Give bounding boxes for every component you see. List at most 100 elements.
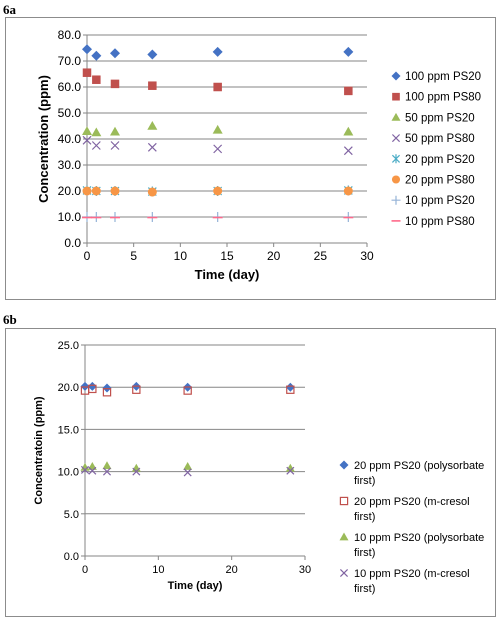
chart-6b-point bbox=[102, 461, 112, 470]
chart-6a-point bbox=[91, 127, 102, 137]
chart-6b-legend-marker bbox=[339, 460, 349, 470]
chart-6a-point bbox=[343, 126, 354, 136]
chart-6b-y-tick-label: 0.0 bbox=[64, 551, 79, 563]
chart-6a-point bbox=[343, 146, 353, 156]
chart-6a-point bbox=[343, 186, 353, 196]
chart-6a-x-tick-label: 10 bbox=[174, 249, 188, 263]
chart-6b-series-1 bbox=[80, 381, 295, 393]
chart-6b-x-tick-label: 10 bbox=[152, 564, 164, 576]
chart-6b-point bbox=[88, 466, 97, 475]
chart-6b-point bbox=[80, 465, 90, 474]
chart-6b-point bbox=[87, 462, 97, 470]
chart-6b-point bbox=[88, 384, 97, 394]
chart-6a-legend-marker bbox=[391, 195, 401, 205]
chart-6a-legend-marker bbox=[391, 175, 401, 184]
chart-6b: 0.0 5.0 10.0 15.0 20.0 25.0 0 10 20 30 Time (day) C… bbox=[33, 340, 484, 595]
chart-6b-point bbox=[285, 463, 295, 472]
chart-6a-legend-marker bbox=[391, 134, 401, 143]
chart-6a-x-tick-label: 0 bbox=[84, 249, 91, 263]
panel-label-6a: 6a bbox=[3, 2, 16, 17]
chart-6a-x-tick-label: 5 bbox=[130, 249, 137, 263]
chart-6b-point bbox=[183, 468, 192, 477]
chart-6a-point bbox=[213, 186, 223, 196]
chart-6a-x-axis-title: Time (day) bbox=[195, 267, 260, 282]
chart-6a-legend-label: 20 ppm PS20 bbox=[405, 154, 475, 166]
chart-6a-y-tick-label: 80.0 bbox=[58, 28, 82, 42]
chart-6a-point bbox=[147, 187, 157, 197]
chart-6a-point bbox=[91, 186, 101, 196]
chart-6a-point bbox=[213, 82, 222, 92]
chart-6b-series-3 bbox=[80, 461, 295, 472]
chart-6a-point bbox=[82, 186, 92, 196]
chart-6b-x-tick-label: 0 bbox=[82, 564, 88, 576]
chart-6b-x-tick-label: 30 bbox=[299, 564, 311, 576]
chart-6b-y-tick-label: 25.0 bbox=[58, 340, 79, 352]
chart-6b-point bbox=[183, 386, 192, 395]
chart-6a-point bbox=[92, 75, 101, 84]
chart-6a-point bbox=[110, 79, 120, 89]
chart-6b-point bbox=[132, 385, 141, 394]
chart-6a-y-tick-label: 70.0 bbox=[58, 54, 82, 68]
chart-6b-point bbox=[132, 467, 141, 476]
chart-6b-y-tick-label: 10.0 bbox=[58, 467, 79, 479]
chart-6a-legend-label: 50 ppm PS20 bbox=[405, 112, 475, 124]
chart-6a-point bbox=[91, 50, 102, 61]
chart-6b-y-tick-label: 15.0 bbox=[58, 424, 79, 436]
chart-6a-point bbox=[110, 126, 120, 136]
chart-6b-series-4 bbox=[80, 465, 295, 477]
chart-6a-legend-label: 10 ppm PS20 bbox=[405, 195, 475, 207]
chart-6b-series-2 bbox=[80, 384, 295, 397]
chart-6a-legend-label: 10 ppm PS80 bbox=[405, 216, 475, 228]
chart-6b-y-tick-label: 20.0 bbox=[58, 382, 79, 394]
chart-6a-legend-label: 20 ppm PS80 bbox=[405, 175, 475, 187]
chart-6b-frame: 0.0 5.0 10.0 15.0 20.0 25.0 0 10 20 30 Time (day) C… bbox=[5, 328, 496, 617]
chart-6a-point bbox=[213, 144, 223, 154]
chart-6a-point bbox=[147, 49, 158, 60]
chart-6a-y-tick-label: 30.0 bbox=[58, 158, 82, 172]
panel-label-6b: 6b bbox=[3, 312, 17, 327]
chart-6b-point bbox=[285, 382, 295, 392]
chart-6a-point bbox=[344, 86, 353, 96]
chart-6b-legend-label: 20 ppm PS20 (m-cresol first) bbox=[354, 496, 470, 523]
chart-6a-frame: 0.0 10.0 20.0 30.0 40.0 50.0 60.0 70.0 80.0 0 5 10 1… bbox=[5, 17, 496, 300]
chart-6a-series-1 bbox=[82, 44, 354, 61]
chart-6a-y-tick-label: 40.0 bbox=[58, 132, 82, 146]
chart-6a-point bbox=[343, 46, 354, 57]
chart-6a-point bbox=[110, 186, 120, 196]
chart-6b-point bbox=[80, 462, 90, 471]
chart-6a: 0.0 10.0 20.0 30.0 40.0 50.0 60.0 70.0 80.0 0 5 10 1… bbox=[36, 28, 481, 282]
chart-6b-legend-label: 10 ppm PS20 (polysorbate first) bbox=[354, 532, 484, 559]
chart-6a-series-3 bbox=[82, 121, 354, 137]
chart-6a-y-axis-title: Concentration (ppm) bbox=[36, 75, 51, 203]
chart-6a-legend-marker bbox=[391, 112, 401, 121]
chart-6a-legend-label: 50 ppm PS80 bbox=[405, 133, 475, 145]
chart-6b-point bbox=[80, 381, 90, 391]
chart-6b-y-tick-label: 5.0 bbox=[64, 509, 79, 521]
chart-6b-legend-marker bbox=[339, 568, 349, 578]
chart-6b-legend-marker bbox=[339, 532, 349, 541]
chart-6b-legend-label: 10 ppm PS20 (m-cresol first) bbox=[354, 568, 470, 595]
chart-6a-point bbox=[110, 48, 120, 59]
chart-6b-x-axis-title: Time (day) bbox=[168, 580, 223, 592]
chart-6a-point bbox=[82, 44, 92, 55]
chart-6a-legend-label: 100 ppm PS80 bbox=[405, 92, 481, 104]
chart-6a-point bbox=[91, 141, 101, 150]
chart-6a-point bbox=[212, 124, 223, 134]
chart-6a-x-tick-label: 25 bbox=[314, 249, 328, 263]
chart-6a-point bbox=[82, 126, 92, 135]
chart-6b-point bbox=[286, 385, 295, 394]
chart-6a-y-tick-label: 10.0 bbox=[58, 210, 82, 224]
chart-6a-point bbox=[147, 121, 158, 130]
chart-6a-y-tick-label: 20.0 bbox=[58, 184, 82, 198]
chart-6b-point bbox=[102, 383, 112, 393]
chart-6a-point bbox=[148, 81, 157, 90]
chart-6a-x-tick-label: 20 bbox=[267, 249, 281, 263]
chart-6a-x-tick-label: 15 bbox=[220, 249, 234, 263]
chart-6a-point bbox=[82, 135, 92, 145]
chart-6a-point bbox=[212, 46, 223, 57]
chart-6b-point bbox=[102, 388, 112, 397]
chart-6b-legend-label: 20 ppm PS20 (polysorbate first) bbox=[354, 460, 484, 487]
chart-6a-y-tick-label: 60.0 bbox=[58, 80, 82, 94]
chart-6a-x-tick-label: 30 bbox=[360, 249, 374, 263]
chart-6b-point bbox=[286, 466, 295, 475]
